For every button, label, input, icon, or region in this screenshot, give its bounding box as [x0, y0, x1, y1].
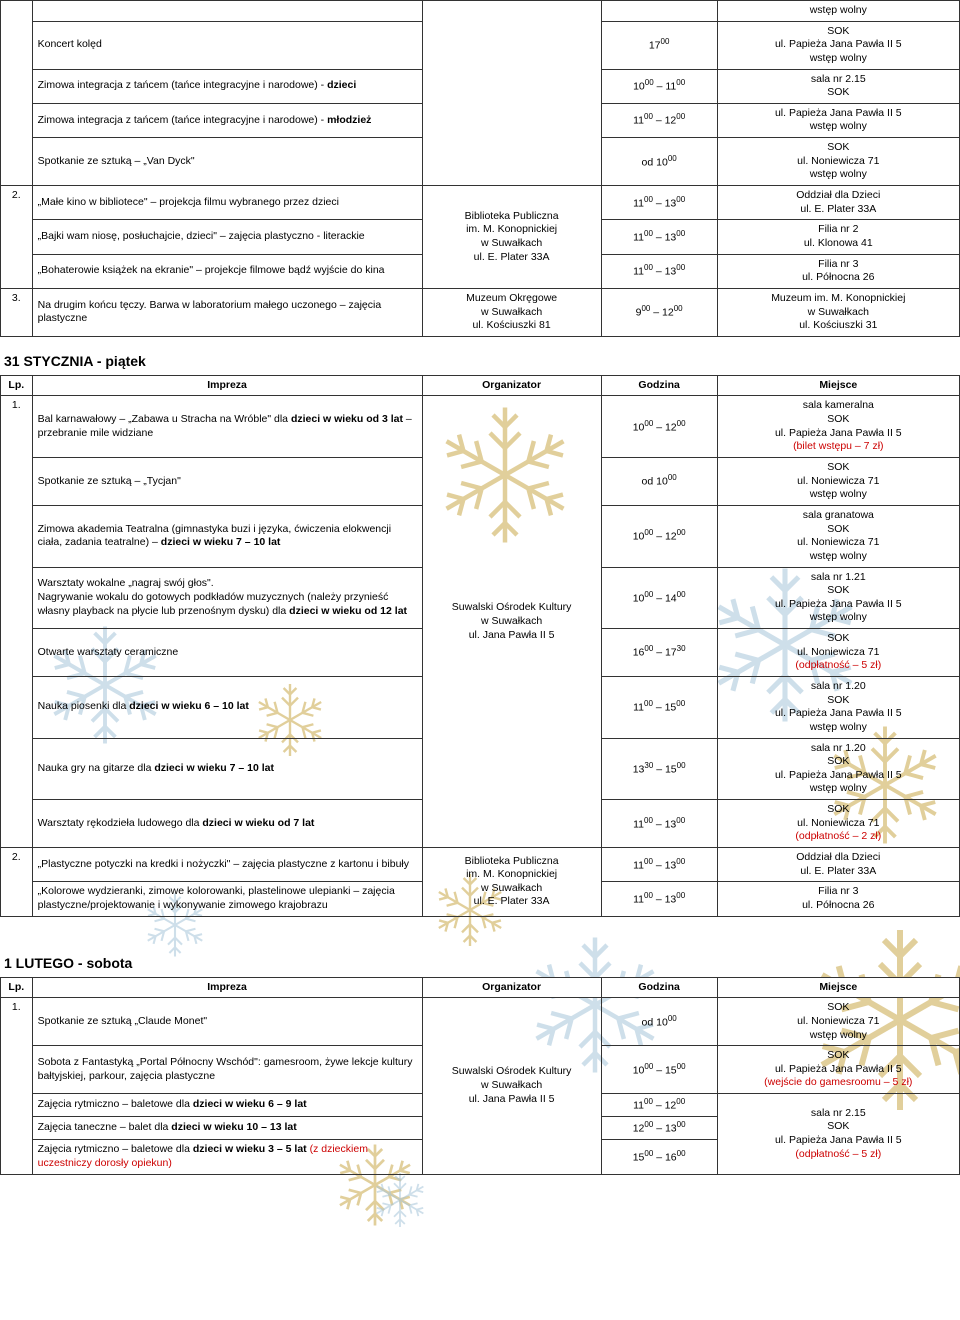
event-cell: Spotkanie ze sztuką – „Van Dyck"	[32, 138, 422, 186]
event-cell: „Kolorowe wydzieranki, zimowe kolorowank…	[32, 882, 422, 916]
place-cell: sala kameralnaSOKul. Papieża Jana Pawła …	[717, 396, 959, 458]
org-cell: Biblioteka Publicznaim. M. Konopnickiejw…	[422, 848, 601, 917]
event-cell: „Bohaterowie książek na ekranie" – proje…	[32, 254, 422, 288]
place-cell: SOKul. Noniewicza 71wstęp wolny	[717, 138, 959, 186]
time-cell	[601, 1, 717, 22]
event-cell: Spotkanie ze sztuką – „Tycjan"	[32, 458, 422, 506]
event-cell: Zajęcia rytmiczno – baletowe dla dzieci …	[32, 1094, 422, 1117]
event-cell: Zimowa akademia Teatralna (gimnastyka bu…	[32, 505, 422, 567]
time-cell: 1100 – 1300	[601, 220, 717, 254]
col-org: Organizator	[422, 375, 601, 396]
row-num: 3.	[1, 288, 33, 336]
row-num	[1, 1, 33, 186]
event-cell: Koncert kolęd	[32, 21, 422, 69]
place-cell: Oddział dla Dzieciul. E. Plater 33A	[717, 186, 959, 220]
place-cell: Filia nr 3ul. Północna 26	[717, 254, 959, 288]
place-cell: sala nr 2.15SOK	[717, 69, 959, 103]
place-cell: SOKul. Noniewicza 71(odpłatność – 5 zł)	[717, 629, 959, 677]
event-cell: Nauka piosenki dla dzieci w wieku 6 – 10…	[32, 676, 422, 738]
time-cell: 1600 – 1730	[601, 629, 717, 677]
place-cell: Oddział dla Dzieciul. E. Plater 33A	[717, 848, 959, 882]
time-cell: 1100 – 1300	[601, 800, 717, 848]
event-cell: Otwarte warsztaty ceramiczne	[32, 629, 422, 677]
org-cell	[422, 1, 601, 186]
row-num: 2.	[1, 186, 33, 289]
event-cell: Zimowa integracja z tańcem (tańce integr…	[32, 103, 422, 137]
col-godz: Godzina	[601, 977, 717, 998]
col-godz: Godzina	[601, 375, 717, 396]
event-cell: Zimowa integracja z tańcem (tańce integr…	[32, 69, 422, 103]
event-cell: Bal karnawałowy – „Zabawa u Stracha na W…	[32, 396, 422, 458]
org-cell: Suwalski Ośrodek Kulturyw Suwałkachul. J…	[422, 396, 601, 848]
place-cell: sala granatowaSOKul. Noniewicza 71wstęp …	[717, 505, 959, 567]
time-cell: 1100 – 1200	[601, 1094, 717, 1117]
event-cell: „Plastyczne potyczki na kredki i nożyczk…	[32, 848, 422, 882]
place-cell: Filia nr 3ul. Północna 26	[717, 882, 959, 916]
time-cell: 1330 – 1500	[601, 738, 717, 800]
place-cell: wstęp wolny	[717, 1, 959, 22]
event-cell: Warsztaty wokalne „nagraj swój głos".Nag…	[32, 567, 422, 629]
place-cell: sala nr 2.15SOKul. Papieża Jana Pawła II…	[717, 1094, 959, 1175]
row-num: 2.	[1, 848, 33, 917]
time-cell: 1000 – 1200	[601, 396, 717, 458]
place-cell: sala nr 1.20SOKul. Papieża Jana Pawła II…	[717, 676, 959, 738]
time-cell: 1100 – 1300	[601, 254, 717, 288]
block3-table: Lp. Impreza Organizator Godzina Miejsce …	[0, 977, 960, 1175]
time-cell: 1500 – 1600	[601, 1140, 717, 1174]
place-cell: sala nr 1.21SOKul. Papieża Jana Pawła II…	[717, 567, 959, 629]
time-cell: 1000 – 1100	[601, 69, 717, 103]
place-cell: Muzeum im. M. Konopnickiejw Suwałkachul.…	[717, 288, 959, 336]
time-cell: 900 – 1200	[601, 288, 717, 336]
event-cell: Zajęcia rytmiczno – baletowe dla dzieci …	[32, 1140, 422, 1174]
org-cell: Biblioteka Publicznaim. M. Konopnickiejw…	[422, 186, 601, 289]
section-31-jan-title: 31 STYCZNIA - piątek	[0, 337, 960, 375]
time-cell: 1000 – 1500	[601, 1046, 717, 1094]
org-cell: Suwalski Ośrodek Kulturyw Suwałkachul. J…	[422, 998, 601, 1174]
row-num: 1.	[1, 998, 33, 1174]
time-cell: 1200 – 1300	[601, 1117, 717, 1140]
event-cell: „Małe kino w bibliotece" – projekcja fil…	[32, 186, 422, 220]
event-cell: Nauka gry na gitarze dla dzieci w wieku …	[32, 738, 422, 800]
event-cell: Warsztaty rękodzieła ludowego dla dzieci…	[32, 800, 422, 848]
time-cell: 1000 – 1400	[601, 567, 717, 629]
event-cell: Na drugim końcu tęczy. Barwa w laborator…	[32, 288, 422, 336]
time-cell: 1100 – 1300	[601, 882, 717, 916]
time-cell: 1700	[601, 21, 717, 69]
section-1-feb-title: 1 LUTEGO - sobota	[0, 939, 960, 977]
block1-table: wstęp wolny Koncert kolęd 1700 SOKul. Pa…	[0, 0, 960, 337]
block2-table: Lp. Impreza Organizator Godzina Miejsce …	[0, 375, 960, 917]
event-cell	[32, 1, 422, 22]
row-num: 1.	[1, 396, 33, 848]
event-cell: Spotkanie ze sztuką „Claude Monet"	[32, 998, 422, 1046]
org-cell: Muzeum Okręgowew Suwałkachul. Kościuszki…	[422, 288, 601, 336]
time-cell: 1100 – 1500	[601, 676, 717, 738]
col-impreza: Impreza	[32, 375, 422, 396]
place-cell: SOKul. Noniewicza 71wstęp wolny	[717, 998, 959, 1046]
event-cell: Sobota z Fantastyką „Portal Północny Wsc…	[32, 1046, 422, 1094]
time-cell: 1100 – 1300	[601, 186, 717, 220]
place-cell: SOKul. Noniewicza 71(odpłatność – 2 zł)	[717, 800, 959, 848]
col-impreza: Impreza	[32, 977, 422, 998]
col-org: Organizator	[422, 977, 601, 998]
time-cell: od 1000	[601, 138, 717, 186]
event-cell: „Bajki wam niosę, posłuchajcie, dzieci" …	[32, 220, 422, 254]
place-cell: Filia nr 2ul. Klonowa 41	[717, 220, 959, 254]
col-miejsce: Miejsce	[717, 375, 959, 396]
time-cell: 1100 – 1200	[601, 103, 717, 137]
col-lp: Lp.	[1, 375, 33, 396]
place-cell: SOKul. Papieża Jana Pawła II 5wstęp woln…	[717, 21, 959, 69]
time-cell: 1000 – 1200	[601, 505, 717, 567]
event-cell: Zajęcia taneczne – balet dla dzieci w wi…	[32, 1117, 422, 1140]
col-lp: Lp.	[1, 977, 33, 998]
time-cell: od 1000	[601, 998, 717, 1046]
col-miejsce: Miejsce	[717, 977, 959, 998]
time-cell: od 1000	[601, 458, 717, 506]
place-cell: SOKul. Papieża Jana Pawła II 5(wejście d…	[717, 1046, 959, 1094]
place-cell: SOKul. Noniewicza 71wstęp wolny	[717, 458, 959, 506]
place-cell: sala nr 1.20SOKul. Papieża Jana Pawła II…	[717, 738, 959, 800]
time-cell: 1100 – 1300	[601, 848, 717, 882]
place-cell: ul. Papieża Jana Pawła II 5wstęp wolny	[717, 103, 959, 137]
